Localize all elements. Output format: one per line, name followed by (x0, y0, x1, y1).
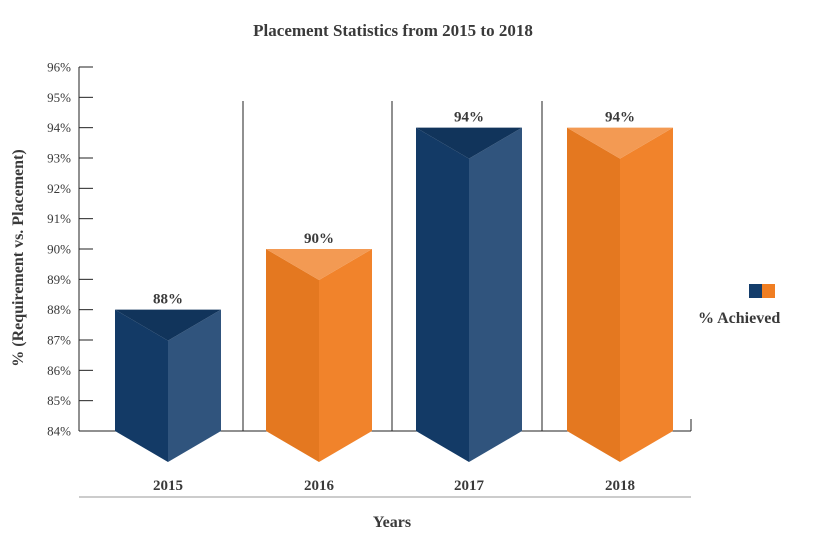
y-tick-label: 86% (47, 363, 71, 378)
bar-top-face (416, 127, 522, 159)
y-tick-label: 88% (47, 302, 71, 317)
gridlines (242, 101, 543, 431)
bar-2018 (567, 127, 673, 463)
bar-face-left (567, 127, 620, 463)
y-tick-label: 89% (47, 272, 71, 287)
y-tick-label: 96% (47, 60, 71, 75)
bar-2017 (416, 127, 522, 463)
y-tick-label: 90% (47, 242, 71, 257)
legend-swatch-secondary (762, 284, 775, 298)
x-category-label: 2016 (304, 478, 335, 494)
bar-face-right (469, 127, 522, 463)
data-label: 88% (153, 292, 183, 308)
data-label: 90% (304, 231, 334, 247)
bar-face-right (319, 249, 372, 462)
data-label: 94% (454, 110, 484, 126)
legend-label: % Achieved (698, 310, 781, 327)
y-tick-label: 91% (47, 211, 71, 226)
y-tick-label: 92% (47, 181, 71, 196)
x-category-label: 2018 (605, 478, 635, 494)
y-tick-label: 85% (47, 393, 71, 408)
y-tick-label: 94% (47, 120, 71, 135)
x-category-labels: 2015 2016 2017 2018 (153, 478, 635, 494)
data-labels: 88% 90% 94% 94% (153, 110, 635, 308)
y-tick-label: 87% (47, 333, 71, 348)
bar-top-face (266, 249, 372, 280)
y-tick-labels: 84% 85% 86% 87% 88% 89% 90% 91% 92% 93% 94% 95% 96% (47, 60, 93, 439)
y-tick-label: 95% (47, 90, 71, 105)
x-axis-label: Years (373, 514, 411, 531)
legend-swatch-primary (749, 284, 762, 298)
bars (115, 127, 673, 463)
bar-2016 (266, 249, 372, 462)
bar-face-left (416, 127, 469, 463)
bar-face-right (168, 309, 221, 462)
chart-title: Placement Statistics from 2015 to 2018 (253, 21, 533, 40)
bar-face-left (266, 249, 319, 462)
bar-2015 (115, 309, 221, 462)
bar-face-right (620, 127, 673, 463)
x-category-label: 2017 (454, 478, 485, 494)
bar-face-left (115, 309, 168, 462)
y-tick-label: 93% (47, 151, 71, 166)
y-tick-label: 84% (47, 424, 71, 439)
y-axis-label: % (Requirement vs. Placement) (10, 149, 27, 366)
data-label: 94% (605, 110, 635, 126)
bar-top-face (567, 127, 673, 159)
x-category-label: 2015 (153, 478, 183, 494)
bar-top-face (115, 309, 221, 341)
